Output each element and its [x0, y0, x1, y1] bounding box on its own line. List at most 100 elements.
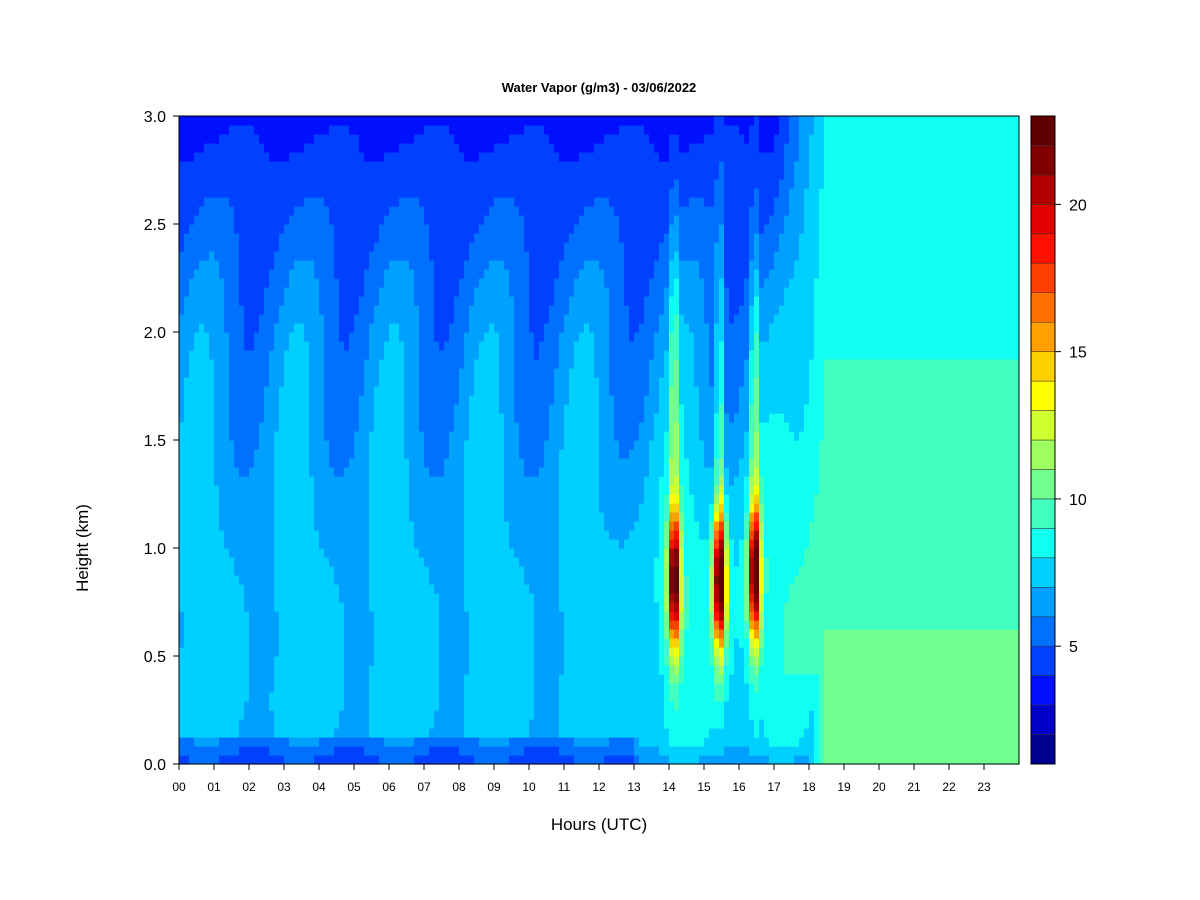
- heatmap-cell: [459, 512, 465, 522]
- heatmap-cell: [359, 413, 365, 423]
- heatmap-cell: [234, 503, 240, 513]
- heatmap-cell: [434, 413, 440, 423]
- heatmap-cell: [269, 665, 275, 675]
- heatmap-cell: [424, 494, 430, 504]
- heatmap-cell: [279, 611, 285, 621]
- heatmap-cell: [464, 539, 470, 549]
- heatmap-cell: [219, 719, 225, 729]
- heatmap-cell: [339, 188, 345, 198]
- heatmap-cell: [499, 566, 505, 576]
- heatmap-cell: [239, 422, 245, 432]
- heatmap-cell: [214, 602, 220, 612]
- heatmap-cell: [414, 449, 420, 459]
- heatmap-cell: [259, 323, 265, 333]
- heatmap-cell: [404, 665, 410, 675]
- heatmap-cell: [464, 692, 470, 702]
- heatmap-cell: [214, 116, 220, 126]
- heatmap-cell: [464, 503, 470, 513]
- heatmap-cell: [504, 188, 510, 198]
- heatmap-cell: [524, 521, 530, 531]
- heatmap-cell: [214, 629, 220, 639]
- heatmap-cell: [254, 332, 260, 342]
- heatmap-cell: [244, 395, 250, 405]
- heatmap-cell: [184, 521, 190, 531]
- heatmap-cell: [504, 116, 510, 126]
- heatmap-cell: [279, 602, 285, 612]
- heatmap-cell: [494, 557, 500, 567]
- heatmap-cell: [179, 413, 185, 423]
- heatmap-cell: [224, 683, 230, 693]
- heatmap-cell: [189, 647, 195, 657]
- heatmap-cell: [264, 305, 270, 315]
- heatmap-cell: [379, 215, 385, 225]
- heatmap-cell: [269, 710, 275, 720]
- heatmap-cell: [519, 512, 525, 522]
- heatmap-cell: [324, 701, 330, 711]
- heatmap-cell: [394, 476, 400, 486]
- heatmap-cell: [319, 512, 325, 522]
- heatmap-cell: [299, 341, 305, 351]
- heatmap-cell: [474, 584, 480, 594]
- heatmap-cell: [269, 260, 275, 270]
- heatmap-cell: [514, 530, 520, 540]
- heatmap-cell: [399, 161, 405, 171]
- heatmap-cell: [359, 530, 365, 540]
- heatmap-cell: [354, 728, 360, 738]
- heatmap-cell: [289, 449, 295, 459]
- heatmap-cell: [204, 305, 210, 315]
- heatmap-cell: [509, 602, 515, 612]
- heatmap-cell: [389, 377, 395, 387]
- heatmap-cell: [239, 629, 245, 639]
- heatmap-cell: [439, 143, 445, 153]
- heatmap-cell: [229, 755, 235, 765]
- heatmap-cell: [504, 287, 510, 297]
- heatmap-cell: [319, 422, 325, 432]
- heatmap-cell: [344, 215, 350, 225]
- heatmap-cell: [449, 710, 455, 720]
- heatmap-cell: [374, 197, 380, 207]
- heatmap-cell: [519, 233, 525, 243]
- heatmap-cell: [354, 701, 360, 711]
- heatmap-cell: [509, 620, 515, 630]
- heatmap-cell: [209, 440, 215, 450]
- heatmap-cell: [204, 206, 210, 216]
- heatmap-cell: [369, 449, 375, 459]
- heatmap-cell: [184, 116, 190, 126]
- heatmap-cell: [489, 251, 495, 261]
- heatmap-cell: [239, 521, 245, 531]
- heatmap-cell: [229, 566, 235, 576]
- heatmap-cell: [369, 341, 375, 351]
- heatmap-cell: [489, 314, 495, 324]
- heatmap-cell: [359, 728, 365, 738]
- heatmap-cell: [339, 278, 345, 288]
- heatmap-cell: [329, 341, 335, 351]
- heatmap-cell: [419, 449, 425, 459]
- heatmap-cell: [224, 170, 230, 180]
- heatmap-cell: [289, 557, 295, 567]
- heatmap-cell: [489, 737, 495, 747]
- heatmap-cell: [399, 620, 405, 630]
- heatmap-cell: [444, 242, 450, 252]
- heatmap-cell: [444, 683, 450, 693]
- heatmap-cell: [409, 296, 415, 306]
- heatmap-cell: [274, 701, 280, 711]
- heatmap-cell: [399, 350, 405, 360]
- heatmap-cell: [219, 458, 225, 468]
- heatmap-cell: [394, 242, 400, 252]
- heatmap-cell: [244, 476, 250, 486]
- heatmap-cell: [234, 701, 240, 711]
- heatmap-cell: [399, 377, 405, 387]
- heatmap-cell: [224, 737, 230, 747]
- heatmap-cell: [299, 602, 305, 612]
- heatmap-cell: [304, 728, 310, 738]
- heatmap-cell: [449, 593, 455, 603]
- heatmap-cell: [204, 656, 210, 666]
- heatmap-cell: [204, 476, 210, 486]
- heatmap-cell: [459, 197, 465, 207]
- heatmap-cell: [524, 611, 530, 621]
- heatmap-cell: [409, 125, 415, 135]
- heatmap-cell: [259, 350, 265, 360]
- heatmap-cell: [484, 638, 490, 648]
- heatmap-cell: [454, 233, 460, 243]
- heatmap-cell: [459, 116, 465, 126]
